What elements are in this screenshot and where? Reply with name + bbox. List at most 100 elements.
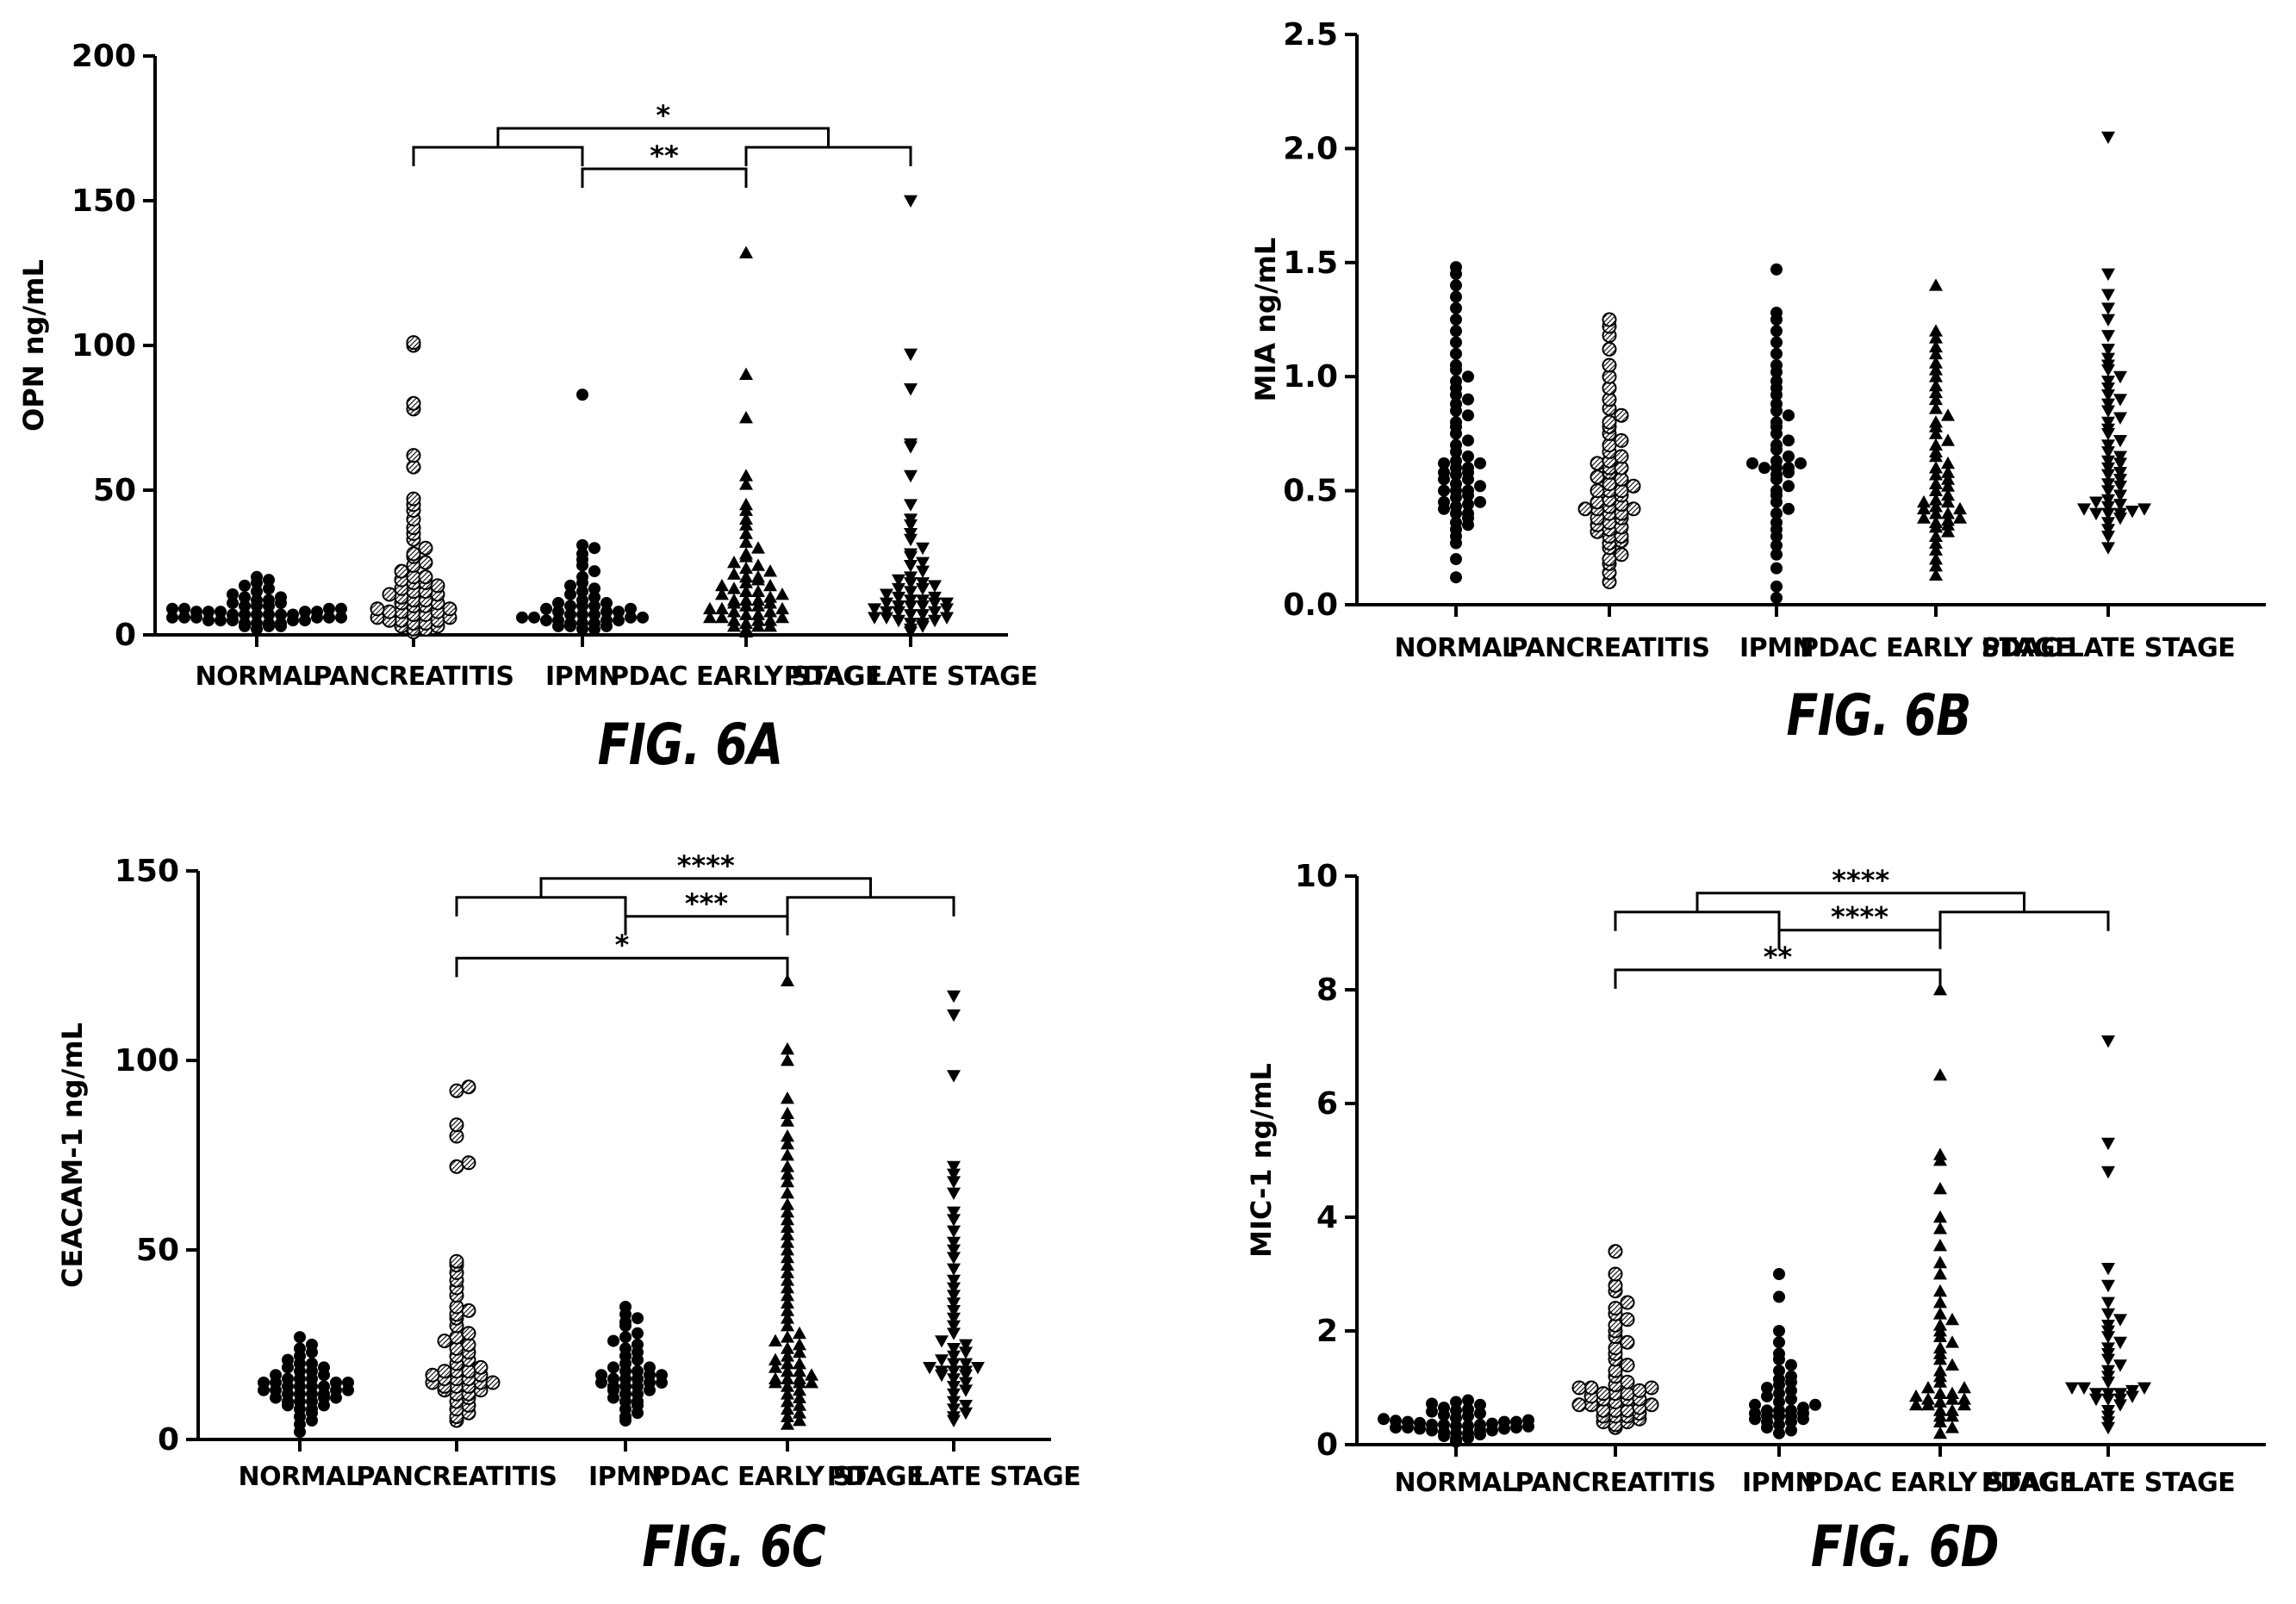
data-point xyxy=(947,1206,961,1219)
data-point xyxy=(1426,1418,1438,1431)
data-point xyxy=(2101,416,2115,430)
data-point xyxy=(751,593,765,606)
data-point xyxy=(2101,1320,2115,1333)
data-point xyxy=(1390,1414,1402,1427)
data-point xyxy=(600,606,613,619)
data-point xyxy=(1602,414,1617,430)
data-point xyxy=(947,990,961,1004)
data-point xyxy=(1450,347,1462,360)
data-point xyxy=(239,600,251,612)
category-label: NORMAL xyxy=(1395,1468,1518,1498)
data-point xyxy=(781,1357,794,1370)
category-label: PDAC EARLY STAGE xyxy=(1804,1468,2076,1498)
data-point xyxy=(528,611,540,624)
data-point xyxy=(781,1041,794,1055)
data-point xyxy=(239,591,251,604)
data-point xyxy=(947,1358,961,1371)
category-label: IPMN xyxy=(545,662,619,692)
data-point xyxy=(2101,398,2115,411)
data-point xyxy=(1644,1380,1659,1396)
data-point xyxy=(1933,1255,1947,1269)
data-point xyxy=(1462,1420,1474,1433)
data-point xyxy=(1602,312,1617,327)
data-point xyxy=(1929,324,1943,337)
data-point xyxy=(1783,450,1795,463)
y-tick-label: 2.5 xyxy=(1283,17,1338,53)
significance-label: ** xyxy=(650,140,679,172)
data-point xyxy=(1450,375,1462,388)
data-point xyxy=(461,1302,476,1318)
significance-label: **** xyxy=(1832,864,1889,897)
data-point xyxy=(1929,507,1943,519)
data-point xyxy=(1929,515,1943,529)
data-point xyxy=(1632,1383,1647,1398)
data-point xyxy=(1929,476,1943,490)
data-point xyxy=(1953,501,1967,515)
data-point xyxy=(1773,1418,1785,1431)
data-point xyxy=(781,1186,794,1199)
data-point xyxy=(564,600,576,612)
data-point xyxy=(2101,439,2115,452)
data-point xyxy=(904,499,918,512)
data-point xyxy=(2101,1279,2115,1293)
data-point xyxy=(805,1376,818,1389)
data-point xyxy=(2113,480,2127,494)
data-point xyxy=(947,1403,961,1416)
data-point xyxy=(2113,499,2127,512)
data-point xyxy=(382,587,397,602)
data-point xyxy=(781,1197,794,1210)
data-point xyxy=(2101,1308,2115,1321)
data-point xyxy=(263,608,275,621)
data-point xyxy=(793,1326,806,1340)
data-point xyxy=(263,574,275,587)
data-point xyxy=(904,469,918,483)
data-point xyxy=(1522,1414,1534,1427)
data-point xyxy=(2101,455,2115,469)
data-point xyxy=(342,1377,354,1389)
data-point xyxy=(1933,1403,1947,1416)
data-point xyxy=(1438,484,1450,497)
data-point xyxy=(947,1225,961,1238)
data-point xyxy=(1746,457,1758,469)
data-point xyxy=(258,1377,270,1389)
data-point xyxy=(1462,1394,1474,1407)
data-point xyxy=(1917,511,1931,524)
data-point xyxy=(425,1367,440,1383)
y-tick-label: 50 xyxy=(136,1233,179,1268)
data-point xyxy=(251,570,263,583)
data-point xyxy=(1783,502,1795,515)
data-point xyxy=(2137,1382,2151,1395)
data-point xyxy=(739,497,753,511)
data-point xyxy=(904,528,918,541)
data-point xyxy=(1770,548,1783,561)
data-point xyxy=(1941,488,1955,501)
data-point xyxy=(1933,1296,1947,1309)
category-label: NORMAL xyxy=(196,662,319,692)
y-tick-label: 4 xyxy=(1316,1200,1338,1235)
data-point xyxy=(239,608,251,621)
data-point xyxy=(2089,507,2103,521)
data-point xyxy=(1438,495,1450,508)
data-point xyxy=(576,617,588,630)
data-point xyxy=(727,567,741,580)
data-point xyxy=(263,617,275,630)
data-point xyxy=(1450,290,1462,303)
data-point xyxy=(947,1297,961,1310)
data-point xyxy=(1945,1335,1959,1348)
data-point xyxy=(227,588,239,600)
data-point xyxy=(781,1148,794,1161)
category-label: PANCREATITIS xyxy=(357,1462,557,1492)
data-point xyxy=(781,1281,794,1294)
series-normal xyxy=(166,570,347,636)
data-point xyxy=(959,1339,973,1352)
data-point xyxy=(644,1361,656,1374)
data-point xyxy=(1426,1397,1438,1410)
data-point xyxy=(2101,314,2115,326)
y-tick-label: 1.5 xyxy=(1283,246,1338,281)
data-point xyxy=(904,548,918,561)
significance-label: ** xyxy=(1764,941,1793,973)
data-point xyxy=(437,1334,452,1349)
data-point xyxy=(2089,1388,2103,1401)
y-tick-label: 1.0 xyxy=(1283,359,1338,395)
data-point xyxy=(418,540,433,556)
